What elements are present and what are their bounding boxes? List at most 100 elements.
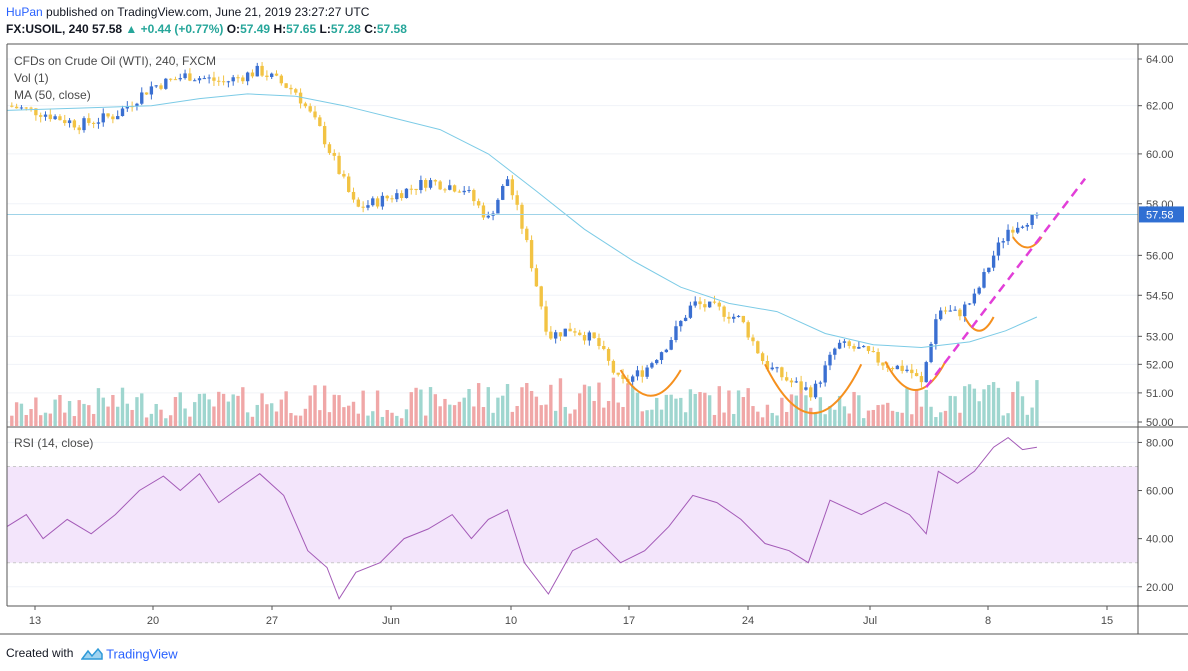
candle-body bbox=[578, 332, 582, 336]
candle-body bbox=[659, 352, 664, 361]
candle-body bbox=[650, 363, 654, 368]
volume-bar bbox=[347, 405, 351, 426]
volume-bar bbox=[780, 397, 784, 426]
volume-bar bbox=[953, 396, 957, 426]
candle-body bbox=[284, 83, 288, 88]
candle-body bbox=[404, 188, 409, 199]
volume-bar bbox=[991, 382, 996, 426]
volume-bar bbox=[963, 386, 967, 426]
volume-bar bbox=[395, 415, 399, 426]
candle-body bbox=[982, 272, 986, 288]
candle-body bbox=[1006, 229, 1010, 242]
volume-bar bbox=[756, 411, 760, 426]
candle-body bbox=[29, 107, 33, 109]
candle-body bbox=[987, 267, 991, 273]
candle-body bbox=[563, 328, 567, 337]
volume-bar bbox=[881, 404, 885, 426]
price-axis[interactable]: 64.0062.0060.0058.0056.0054.5053.0052.00… bbox=[1138, 54, 1174, 429]
volume-bar bbox=[784, 411, 789, 426]
volume-bar bbox=[274, 411, 279, 426]
volume-bar bbox=[919, 406, 924, 426]
volume-bar bbox=[765, 404, 770, 426]
candle-body bbox=[833, 348, 837, 355]
volume-bar bbox=[245, 412, 250, 426]
candle-body bbox=[616, 372, 620, 375]
volume-bar bbox=[732, 413, 736, 426]
rsi-tick-label: 80.00 bbox=[1146, 437, 1174, 449]
candle-body bbox=[938, 310, 943, 320]
volume-bar bbox=[698, 392, 702, 426]
ma-legend[interactable]: MA (50, close) bbox=[14, 88, 91, 102]
price-tick-label: 62.00 bbox=[1146, 101, 1174, 113]
volume-bar bbox=[958, 412, 962, 426]
rounded-bottom-arc bbox=[619, 369, 682, 397]
close-label: C: bbox=[364, 22, 377, 36]
candle-body bbox=[39, 115, 43, 117]
volume-bar bbox=[164, 418, 168, 426]
candle-body bbox=[707, 301, 712, 308]
candle-body bbox=[967, 303, 972, 305]
candle-body bbox=[635, 370, 640, 377]
volume-bar bbox=[24, 414, 28, 426]
candle-body bbox=[120, 108, 125, 117]
author-name[interactable]: HuPan bbox=[6, 5, 43, 19]
volume-bar bbox=[664, 394, 669, 426]
high-label: H: bbox=[273, 22, 287, 36]
volume-bar bbox=[284, 391, 288, 426]
volume-bar bbox=[717, 386, 721, 426]
candle-body bbox=[765, 361, 770, 370]
volume-bar bbox=[1020, 396, 1025, 426]
volume-bar bbox=[746, 388, 750, 426]
volume-bar bbox=[534, 396, 539, 426]
volume-bar bbox=[626, 383, 630, 426]
time-axis[interactable]: 13 20 27 Jun 10 17 24 Jul 8 15 bbox=[29, 606, 1113, 627]
candle-body bbox=[226, 81, 231, 83]
volume-bar bbox=[178, 392, 182, 426]
volume-legend[interactable]: Vol (1) bbox=[14, 71, 49, 85]
series-title[interactable]: CFDs on Crude Oil (WTI), 240, FXCM bbox=[14, 54, 217, 68]
candles bbox=[10, 62, 1039, 401]
tradingview-logo-icon[interactable] bbox=[80, 647, 103, 661]
candle-body bbox=[265, 75, 269, 77]
candle-body bbox=[587, 332, 592, 341]
volume-bar bbox=[871, 409, 875, 426]
volume-bar bbox=[443, 398, 447, 426]
volume-bar bbox=[448, 404, 452, 426]
candle-body bbox=[553, 332, 558, 339]
tradingview-link[interactable]: TradingView bbox=[106, 646, 178, 662]
volume-bar bbox=[255, 404, 259, 426]
volume-bar bbox=[298, 415, 303, 426]
low-label: L: bbox=[319, 22, 331, 36]
volume-bar bbox=[578, 393, 582, 426]
candle-body bbox=[746, 322, 750, 338]
volume-bar bbox=[202, 393, 207, 426]
ma-line bbox=[6, 93, 1038, 349]
candle-body bbox=[308, 106, 312, 112]
candle-body bbox=[934, 319, 938, 344]
candle-body bbox=[135, 103, 139, 107]
published-text: published on TradingView.com, June 21, 2… bbox=[46, 5, 370, 19]
candle-body bbox=[837, 342, 842, 349]
volume-bar bbox=[385, 409, 389, 426]
rsi-legend[interactable]: RSI (14, close) bbox=[14, 436, 94, 450]
candle-body bbox=[361, 206, 365, 208]
volume-bar bbox=[934, 417, 938, 426]
candle-body bbox=[77, 127, 81, 131]
volume-bar bbox=[467, 389, 471, 426]
volume-bar bbox=[553, 410, 558, 426]
candle-body bbox=[1025, 224, 1029, 227]
price-tick-label: 56.00 bbox=[1146, 250, 1174, 262]
candle-body bbox=[10, 105, 14, 107]
candle-body bbox=[448, 185, 452, 190]
rsi-tick-label: 20.00 bbox=[1146, 582, 1174, 594]
candle-body bbox=[568, 328, 572, 332]
volume-bar bbox=[154, 403, 158, 426]
volume-bar bbox=[525, 383, 529, 426]
candle-body bbox=[1015, 227, 1020, 233]
candle-body bbox=[250, 72, 255, 77]
candle-body bbox=[452, 185, 457, 192]
volume-bar bbox=[270, 403, 274, 426]
candle-body bbox=[688, 305, 693, 318]
rsi-axis[interactable]: 80.00 60.00 40.00 20.00 bbox=[1138, 437, 1174, 594]
volume-bar bbox=[289, 413, 293, 426]
